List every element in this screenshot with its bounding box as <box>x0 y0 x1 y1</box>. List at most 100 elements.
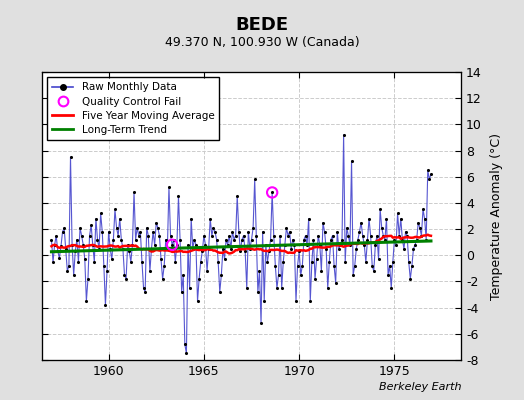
Text: BEDE: BEDE <box>235 16 289 34</box>
Point <box>276 232 285 239</box>
Point <box>57 243 65 249</box>
Point <box>208 232 216 239</box>
Point <box>206 216 214 222</box>
Point <box>195 276 203 282</box>
Point <box>423 167 432 173</box>
Point <box>347 158 356 164</box>
Point <box>365 216 373 222</box>
Point <box>53 248 62 254</box>
Point <box>341 259 350 265</box>
Point <box>401 228 410 235</box>
Point <box>203 268 211 274</box>
Point <box>340 132 348 138</box>
Point <box>308 259 316 265</box>
Point <box>325 259 333 265</box>
Point <box>338 236 346 243</box>
Point <box>387 285 396 291</box>
Point <box>165 184 173 190</box>
Point <box>219 246 227 252</box>
Point <box>417 232 425 239</box>
Point <box>244 228 253 235</box>
Point <box>346 242 354 248</box>
Point <box>427 171 435 177</box>
Point <box>419 206 427 213</box>
Point <box>136 228 145 235</box>
Point <box>304 216 313 222</box>
Point <box>161 236 170 243</box>
Point <box>278 285 286 291</box>
Point <box>214 259 222 265</box>
Point <box>398 236 407 243</box>
Point <box>263 259 271 265</box>
Point <box>198 248 206 254</box>
Point <box>349 272 357 278</box>
Point <box>335 246 343 252</box>
Point <box>211 228 219 235</box>
Point <box>369 268 378 274</box>
Point <box>150 242 159 248</box>
Point <box>98 228 106 235</box>
Point <box>319 219 327 226</box>
Point <box>133 224 141 231</box>
Point <box>135 232 143 239</box>
Legend: Raw Monthly Data, Quality Control Fail, Five Year Moving Average, Long-Term Tren: Raw Monthly Data, Quality Control Fail, … <box>47 77 220 140</box>
Point <box>279 259 288 265</box>
Point <box>147 246 156 252</box>
Point <box>333 228 342 235</box>
Point <box>50 242 59 248</box>
Point <box>81 256 89 262</box>
Point <box>295 248 303 254</box>
Point <box>225 232 234 239</box>
Point <box>289 236 297 243</box>
Point <box>320 228 329 235</box>
Point <box>268 189 276 196</box>
Point <box>371 242 379 248</box>
Point <box>157 256 165 262</box>
Point <box>275 272 283 278</box>
Point <box>143 224 151 231</box>
Point <box>212 236 221 243</box>
Point <box>235 228 243 235</box>
Point <box>416 224 424 231</box>
Point <box>124 242 132 248</box>
Point <box>389 259 397 265</box>
Point <box>272 285 281 291</box>
Point <box>104 228 113 235</box>
Point <box>332 280 340 286</box>
Point <box>189 246 197 252</box>
Point <box>422 236 430 243</box>
Point <box>144 232 152 239</box>
Point <box>55 255 63 261</box>
Point <box>403 232 411 239</box>
Point <box>182 350 191 357</box>
Text: 49.370 N, 100.930 W (Canada): 49.370 N, 100.930 W (Canada) <box>165 36 359 49</box>
Point <box>65 262 73 269</box>
Point <box>384 272 392 278</box>
Point <box>204 246 213 252</box>
Point <box>258 228 267 235</box>
Point <box>303 242 311 248</box>
Point <box>300 236 308 243</box>
Point <box>85 232 94 239</box>
Point <box>282 224 291 231</box>
Point <box>230 236 238 243</box>
Point <box>163 246 171 252</box>
Point <box>184 242 192 248</box>
Point <box>178 289 186 295</box>
Point <box>379 232 388 239</box>
Point <box>255 268 264 274</box>
Point <box>392 242 400 248</box>
Point <box>330 262 339 269</box>
Point <box>111 206 119 213</box>
Point <box>390 236 399 243</box>
Point <box>100 262 108 269</box>
Point <box>121 272 129 278</box>
Point <box>181 341 189 348</box>
Point <box>357 219 365 226</box>
Point <box>265 248 273 254</box>
Point <box>185 285 194 291</box>
Point <box>160 262 168 269</box>
Point <box>115 216 124 222</box>
Point <box>247 236 256 243</box>
Point <box>60 224 68 231</box>
